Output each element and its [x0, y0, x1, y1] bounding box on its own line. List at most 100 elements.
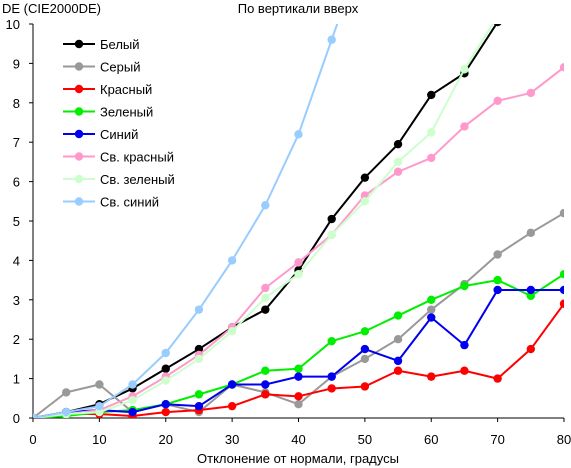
data-point: [526, 344, 536, 354]
legend: Белый Серый Красный Зеленый Синий Св. красный…: [63, 37, 175, 210]
data-point: [294, 364, 303, 373]
legend-item: Белый: [63, 37, 140, 52]
legend-swatch-marker: [74, 39, 84, 49]
data-point: [294, 372, 303, 381]
data-point: [493, 24, 502, 27]
data-point: [227, 256, 237, 265]
data-point: [526, 228, 536, 238]
data-point: [393, 167, 403, 176]
x-tick-label: 0: [29, 432, 36, 447]
data-point: [493, 374, 502, 383]
series-Св. синий: [33, 24, 339, 418]
data-point: [559, 285, 564, 295]
data-point: [527, 8, 535, 16]
data-point: [95, 401, 104, 411]
data-point: [294, 392, 303, 401]
series-line: [33, 212, 564, 418]
data-point: [261, 305, 270, 314]
legend-swatch-marker: [74, 197, 84, 206]
legend-swatch-marker: [74, 174, 84, 184]
data-point: [61, 388, 71, 397]
x-tick-label: 10: [92, 432, 106, 447]
x-tick-label: 80: [557, 432, 571, 447]
data-point: [327, 336, 336, 346]
data-point: [427, 313, 436, 322]
data-point: [227, 380, 237, 389]
data-point: [393, 157, 403, 167]
data-point: [526, 88, 536, 98]
data-point: [327, 372, 336, 381]
data-point: [493, 96, 502, 106]
legend-label: Св. красный: [100, 150, 174, 165]
data-point: [393, 366, 403, 375]
legend-label: Синий: [100, 127, 138, 142]
data-point: [327, 35, 336, 44]
series-Серый: [33, 208, 564, 418]
data-point: [294, 400, 303, 409]
data-point: [393, 335, 403, 344]
data-point: [128, 380, 137, 389]
data-point: [194, 344, 204, 354]
data-point: [161, 376, 170, 385]
y-tick-label: 3: [13, 293, 20, 308]
x-tick-label: 70: [490, 432, 504, 447]
data-point: [128, 407, 137, 417]
data-point: [427, 90, 436, 100]
data-point: [393, 139, 403, 149]
data-point: [493, 12, 501, 20]
y-tick-label: 10: [6, 17, 20, 32]
data-point: [360, 354, 370, 364]
y-tick-label: 1: [13, 372, 20, 387]
x-tick-label: 50: [358, 432, 372, 447]
data-point: [327, 384, 336, 393]
legend-label: Св. синий: [100, 195, 159, 210]
data-point: [194, 305, 204, 314]
data-point: [393, 311, 403, 320]
data-point: [493, 285, 502, 295]
legend-item: Серый: [63, 60, 140, 75]
data-point: [559, 269, 564, 279]
data-point: [360, 382, 370, 391]
legend-label: Зеленый: [100, 105, 153, 120]
legend-swatch-marker: [74, 152, 84, 161]
data-point: [560, 0, 568, 5]
data-point: [493, 250, 502, 259]
data-point: [95, 380, 104, 389]
legend-item: Св. красный: [63, 150, 174, 165]
data-point: [261, 390, 270, 399]
data-point: [61, 407, 71, 417]
data-point: [360, 344, 370, 354]
data-point: [161, 400, 170, 409]
y-tick-label: 5: [13, 214, 20, 229]
data-point: [294, 130, 303, 139]
legend-item: Зеленый: [63, 105, 153, 120]
x-tick-label: 60: [424, 432, 438, 447]
data-point: [427, 372, 436, 381]
data-point: [33, 413, 38, 418]
legend-swatch-marker: [74, 129, 84, 139]
data-point: [460, 65, 469, 74]
x-tick-label: 40: [291, 432, 305, 447]
data-point: [128, 396, 137, 405]
chart-title: По вертикали вверх: [238, 1, 359, 16]
data-point: [95, 407, 104, 417]
legend-label: Св. зеленый: [100, 172, 175, 187]
data-point: [261, 283, 270, 293]
data-point: [360, 197, 370, 206]
data-point: [194, 401, 204, 411]
data-point: [227, 401, 237, 411]
y-tick-label: 8: [13, 96, 20, 111]
data-point: [427, 305, 436, 314]
data-point: [194, 354, 204, 364]
data-point: [559, 299, 564, 308]
data-point: [261, 366, 270, 375]
x-tick-label: 30: [225, 432, 239, 447]
data-point: [161, 407, 170, 417]
y-axis-label: DE (CIE2000DE): [2, 1, 101, 16]
data-point: [559, 208, 564, 218]
data-point: [261, 201, 270, 210]
data-point: [559, 63, 564, 72]
legend-item: Синий: [63, 127, 138, 142]
data-point: [261, 293, 270, 303]
y-tick-label: 9: [13, 56, 20, 71]
